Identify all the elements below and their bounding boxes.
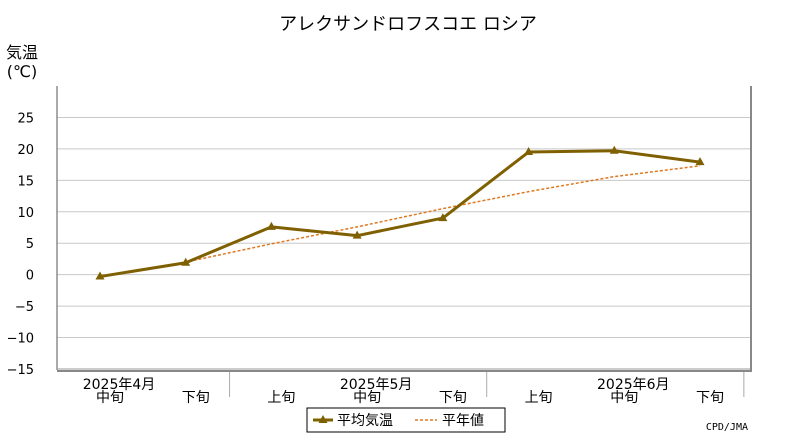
legend-label-normal: 平年値 [442,413,484,429]
chart-title: アレクサンドロフスコエ ロシア [279,14,537,35]
y-tick-label: 5 [26,237,34,252]
data-point-mean [95,271,105,280]
legend-label-mean: 平均気温 [337,413,393,429]
x-dekad-label: 中旬 [96,390,124,406]
x-dekad-label: 中旬 [353,390,381,406]
x-dekad-label: 上旬 [267,390,295,406]
y-axis-label: 気温 [6,43,38,62]
x-month-label: 2025年6月 [597,377,670,393]
data-point-mean [609,145,619,154]
legend-marker-mean [318,415,328,423]
y-tick-label: 15 [17,174,34,189]
credit: CPD/JMA [706,422,748,433]
y-tick-label: 20 [17,143,34,158]
y-tick-label: 25 [17,111,34,126]
x-dekad-label: 下旬 [696,390,724,406]
data-point-mean [695,157,705,166]
x-month-label: 2025年4月 [83,377,156,393]
y-tick-label: −10 [7,332,34,347]
legend: 平均気温 平年値 [306,407,506,433]
data-point-mean [524,147,534,156]
data-point-mean [181,257,191,266]
legend-box [306,407,506,433]
grid [57,116,750,339]
y-tick-label: −5 [15,300,34,315]
y-tick-labels: −15 −10 −5 0 5 10 15 20 25 [7,111,34,378]
axes [56,86,752,372]
data-point-mean [352,230,362,239]
x-dekad-label: 下旬 [439,390,467,406]
series-group [95,145,705,280]
data-point-mean [438,213,448,222]
series-line-mean [99,149,701,279]
y-axis-unit: (℃) [7,62,37,81]
x-dekad-label: 中旬 [610,390,638,406]
y-tick-label: 10 [17,206,34,221]
series-line-normal [99,165,701,278]
y-tick-label: 0 [26,269,34,284]
x-dekad-label: 下旬 [182,390,210,406]
x-dekad-label: 上旬 [525,390,553,406]
x-month-label: 2025年5月 [340,377,413,393]
y-tick-label: −15 [7,363,34,378]
data-point-mean [266,221,276,230]
